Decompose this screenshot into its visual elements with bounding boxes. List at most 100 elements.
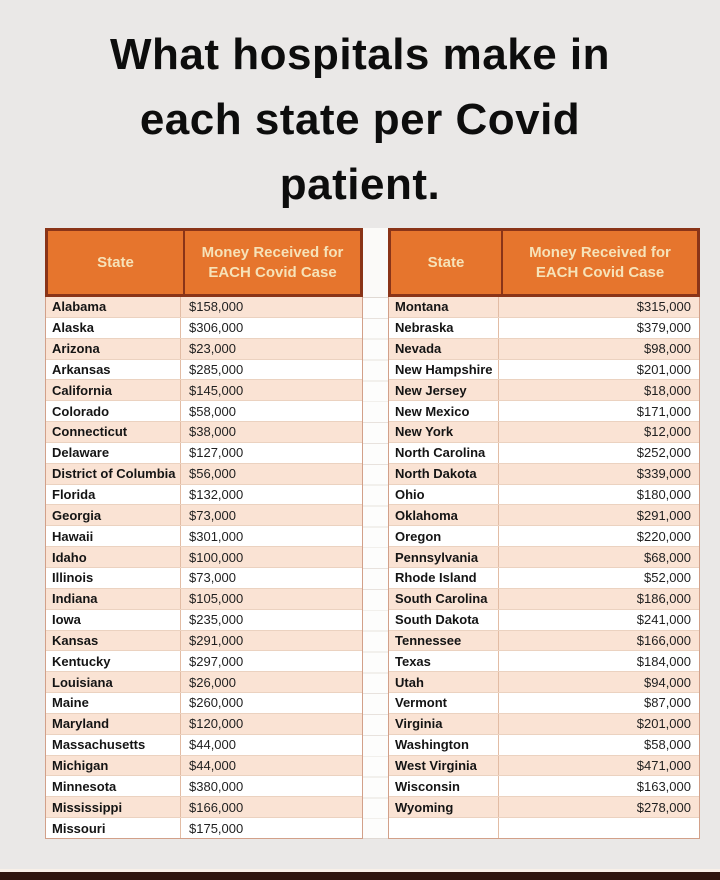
page-title-line: patient. — [279, 160, 441, 209]
left-table-header: State Money Received for EACH Covid Case — [45, 228, 363, 297]
state-cell: Montana — [389, 297, 499, 317]
state-cell: Connecticut — [46, 422, 181, 442]
amount-cell: $73,000 — [189, 570, 236, 586]
table-row: Michigan $44,000 — [46, 755, 362, 777]
table-row: Utah $94,000 — [389, 672, 699, 694]
table-row: Rhode Island $52,000 — [389, 567, 699, 589]
table-row: Texas $184,000 — [389, 651, 699, 673]
state-cell: North Dakota — [389, 463, 499, 484]
table-row: Tennessee $166,000 — [389, 630, 699, 652]
amount-cell: $163,000 — [636, 778, 691, 794]
amount-cell: $166,000 — [189, 799, 244, 815]
amount-cell: $339,000 — [636, 466, 691, 482]
amount-cell: $52,000 — [644, 570, 691, 586]
table-row: Nevada $98,000 — [389, 338, 699, 360]
state-cell: Alabama — [46, 297, 181, 317]
table-row: Kansas $291,000 — [46, 630, 362, 652]
table-row: West Virginia $471,000 — [389, 755, 699, 777]
amount-cell: $132,000 — [189, 487, 244, 503]
amount-cell: $379,000 — [636, 320, 691, 336]
amount-cell: $73,000 — [189, 507, 236, 523]
state-cell: Utah — [389, 672, 499, 693]
state-cell: Hawaii — [46, 526, 181, 547]
table-row: Pennsylvania $68,000 — [389, 547, 699, 568]
table-row: Oklahoma $291,000 — [389, 505, 699, 527]
amount-cell: $297,000 — [189, 653, 244, 669]
state-cell: South Carolina — [389, 588, 499, 609]
amount-cell: $241,000 — [636, 612, 691, 628]
amount-cell: $68,000 — [644, 549, 691, 565]
amount-cell: $44,000 — [189, 737, 236, 753]
state-cell: Massachusetts — [46, 734, 181, 755]
state-cell: South Dakota — [389, 609, 499, 630]
amount-cell: $175,000 — [189, 820, 244, 836]
state-cell: Nebraska — [389, 317, 499, 338]
table-row: District of Columbia $56,000 — [46, 463, 362, 485]
state-cell: Georgia — [46, 505, 181, 526]
state-cell: Colorado — [46, 401, 181, 422]
state-cell: Oklahoma — [389, 505, 499, 526]
right-table-body: Montana $315,000 Nebraska $379,000 Nevada $98… — [388, 297, 700, 839]
page-title-line: What hospitals make in — [110, 30, 610, 79]
amount-cell: $166,000 — [636, 632, 691, 648]
table-row: Arizona $23,000 — [46, 338, 362, 360]
state-cell: District of Columbia — [46, 463, 181, 484]
table-row: South Carolina $186,000 — [389, 588, 699, 610]
covid-payments-table-right: State Money Received for EACH Covid Case… — [388, 228, 700, 839]
amount-cell: $105,000 — [189, 591, 244, 607]
state-header-cell: State — [97, 254, 134, 271]
table-row: California $145,000 — [46, 380, 362, 402]
state-header-cell: State — [427, 254, 465, 271]
state-cell: Michigan — [46, 755, 181, 776]
table-row: Vermont $87,000 — [389, 693, 699, 714]
table-row: North Carolina $252,000 — [389, 442, 699, 464]
table-row: New Jersey $18,000 — [389, 380, 699, 402]
state-cell: New Mexico — [389, 401, 499, 422]
table-row: Kentucky $297,000 — [46, 651, 362, 673]
state-cell: Nevada — [389, 338, 499, 359]
amount-cell: $186,000 — [636, 591, 691, 607]
amount-cell: $380,000 — [189, 778, 244, 794]
table-row: Florida $132,000 — [46, 484, 362, 506]
state-cell: Pennsylvania — [389, 547, 499, 567]
amount-cell: $145,000 — [189, 382, 244, 398]
state-cell: Maryland — [46, 713, 181, 734]
state-cell: California — [46, 380, 181, 401]
table-row: Illinois $73,000 — [46, 567, 362, 589]
table-row: Oregon $220,000 — [389, 526, 699, 548]
table-row: Ohio $180,000 — [389, 484, 699, 506]
left-table-body: Alabama $158,000 Alaska $306,000 Arizona $23,… — [45, 297, 363, 839]
amount-cell: $12,000 — [644, 424, 691, 440]
page-title: What hospitals make in each state per Co… — [0, 0, 720, 217]
state-cell: Virginia — [389, 713, 499, 734]
table-row: North Dakota $339,000 — [389, 463, 699, 485]
state-cell: New Hampshire — [389, 359, 499, 380]
table-row: Montana $315,000 — [389, 297, 699, 318]
table-row: Missouri $175,000 — [46, 818, 362, 838]
amount-cell: $306,000 — [189, 320, 244, 336]
amount-cell: $201,000 — [636, 716, 691, 732]
table-row: New Mexico $171,000 — [389, 401, 699, 423]
amount-cell: $127,000 — [189, 445, 244, 461]
table-row: Hawaii $301,000 — [46, 526, 362, 548]
state-cell: Louisiana — [46, 672, 181, 693]
amount-cell: $260,000 — [189, 695, 244, 711]
table-row: Connecticut $38,000 — [46, 422, 362, 443]
amount-cell: $278,000 — [636, 799, 691, 815]
table-row: Alabama $158,000 — [46, 297, 362, 318]
state-cell: Rhode Island — [389, 567, 499, 588]
table-row: Idaho $100,000 — [46, 547, 362, 568]
amount-cell: $158,000 — [189, 299, 244, 315]
tables-region: State Money Received for EACH Covid Case… — [45, 228, 700, 839]
table-row: Indiana $105,000 — [46, 588, 362, 610]
bottom-bar — [0, 872, 720, 880]
amount-cell: $291,000 — [189, 632, 244, 648]
table-row: Virginia $201,000 — [389, 713, 699, 735]
state-cell: Arizona — [46, 338, 181, 359]
table-row: Nebraska $379,000 — [389, 317, 699, 339]
amount-cell: $171,000 — [636, 403, 691, 419]
covid-payments-table-left: State Money Received for EACH Covid Case… — [45, 228, 363, 839]
amount-cell: $98,000 — [644, 341, 691, 357]
amount-cell: $23,000 — [189, 341, 236, 357]
amount-cell: $56,000 — [189, 466, 236, 482]
